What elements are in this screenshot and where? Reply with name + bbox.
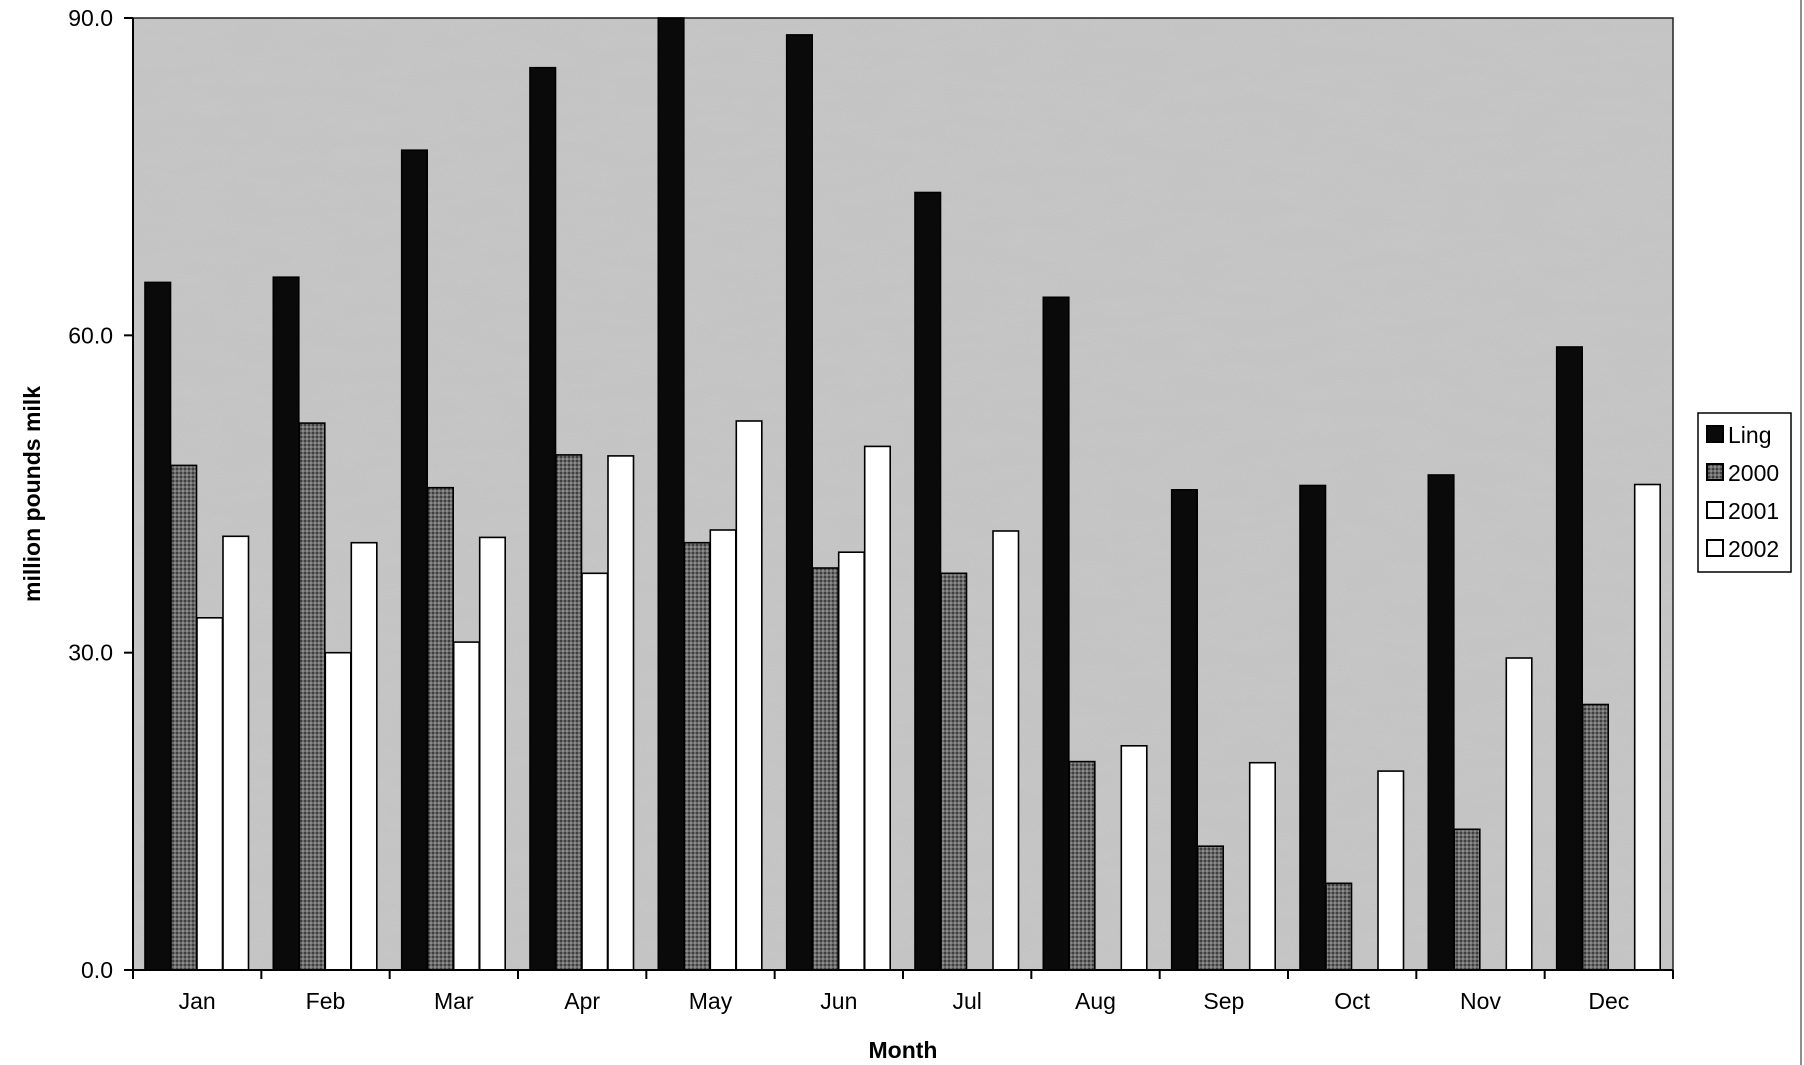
bar-Ling-May [657, 17, 685, 971]
legend-swatch-2002 [1706, 539, 1724, 557]
x-tick-label-apr: Apr [564, 988, 600, 1014]
bar-2000-Dec [1581, 703, 1609, 971]
y-tick-labels: 0.0 30.0 60.0 90.0 [68, 5, 113, 983]
legend-swatch-2001 [1706, 501, 1724, 519]
x-tick-label-may: May [689, 988, 733, 1014]
bar-2001-Mar [452, 641, 481, 971]
bar-Ling-Nov [1427, 474, 1455, 971]
x-tick-label-jan: Jan [179, 988, 216, 1014]
bar-Ling-Jan [144, 281, 172, 971]
y-tick-label: 30.0 [68, 640, 113, 666]
y-tick-label: 60.0 [68, 322, 113, 348]
legend-label-Ling: Ling [1728, 422, 1771, 448]
legend: Ling 2000 2001 2002 [1697, 0, 1802, 1065]
bar-2001-Jan [196, 616, 224, 971]
legend-label-2000: 2000 [1728, 460, 1779, 486]
legend-swatch-Ling [1706, 425, 1724, 443]
bar-2002-Apr [607, 455, 635, 971]
y-tick-label: 90.0 [68, 5, 113, 31]
y-tick-label: 0.0 [81, 957, 113, 983]
bar-2002-Dec [1633, 483, 1661, 971]
x-tick-label-aug: Aug [1075, 988, 1116, 1014]
bar-2000-Jun [811, 567, 840, 971]
legend-swatch-2000 [1706, 463, 1724, 481]
x-tick-label-nov: Nov [1460, 988, 1501, 1014]
bar-2001-Feb [324, 651, 352, 971]
bar-Ling-Jun [785, 34, 814, 971]
x-tick-label-jun: Jun [820, 988, 857, 1014]
bar-2002-Mar [478, 536, 507, 971]
x-tick-labels: Jan Feb Mar Apr May Jun Jul Aug Sep Oct Nov Dec [179, 988, 1630, 1014]
y-axis-title: million pounds milk [19, 386, 45, 602]
legend-label-2002: 2002 [1728, 536, 1779, 562]
legend-label-2001: 2001 [1728, 498, 1779, 524]
bar-2000-Jul [940, 572, 968, 971]
bar-Ling-Mar [400, 149, 429, 971]
bar-Ling-Sep [1170, 488, 1198, 971]
bar-2002-Sep [1248, 761, 1276, 971]
bars [144, 17, 1661, 971]
bar-Ling-Apr [529, 66, 557, 971]
bar-Ling-Dec [1555, 346, 1583, 971]
x-tick-label-jul: Jul [952, 988, 981, 1014]
x-axis-title: Month [869, 1037, 938, 1063]
bar-2000-May [683, 541, 711, 971]
bar-Ling-Jul [914, 191, 942, 971]
bar-2002-Jun [863, 445, 892, 971]
axes [124, 17, 1674, 979]
bar-2000-Mar [426, 486, 455, 971]
bar-2002-Feb [350, 541, 378, 971]
bar-2000-Aug [1068, 760, 1096, 971]
plot-area [132, 17, 1674, 971]
bar-2002-Nov [1505, 657, 1533, 971]
bar-2001-Jun [837, 551, 866, 971]
bar-2000-Oct [1325, 882, 1353, 971]
x-tick-label-oct: Oct [1334, 988, 1370, 1014]
bar-Ling-Feb [272, 276, 300, 971]
bar-2000-Jan [170, 464, 198, 971]
bar-2000-Apr [555, 454, 583, 971]
bar-Ling-Aug [1042, 296, 1070, 971]
x-tick-label-feb: Feb [306, 988, 346, 1014]
bar-2000-Nov [1453, 828, 1481, 971]
bar-Ling-Oct [1299, 484, 1327, 971]
x-tick-label-sep: Sep [1203, 988, 1244, 1014]
bar-2002-Jan [222, 535, 250, 971]
bar-2001-Apr [581, 572, 609, 971]
bar-2002-May [735, 420, 763, 971]
bar-2000-Sep [1196, 845, 1224, 971]
x-tick-label-dec: Dec [1588, 988, 1629, 1014]
bar-2000-Feb [298, 422, 326, 971]
bar-2002-Oct [1377, 770, 1405, 971]
x-tick-label-mar: Mar [434, 988, 474, 1014]
bar-2001-May [709, 529, 737, 971]
bar-2002-Aug [1120, 744, 1148, 971]
bar-2002-Jul [992, 530, 1020, 971]
